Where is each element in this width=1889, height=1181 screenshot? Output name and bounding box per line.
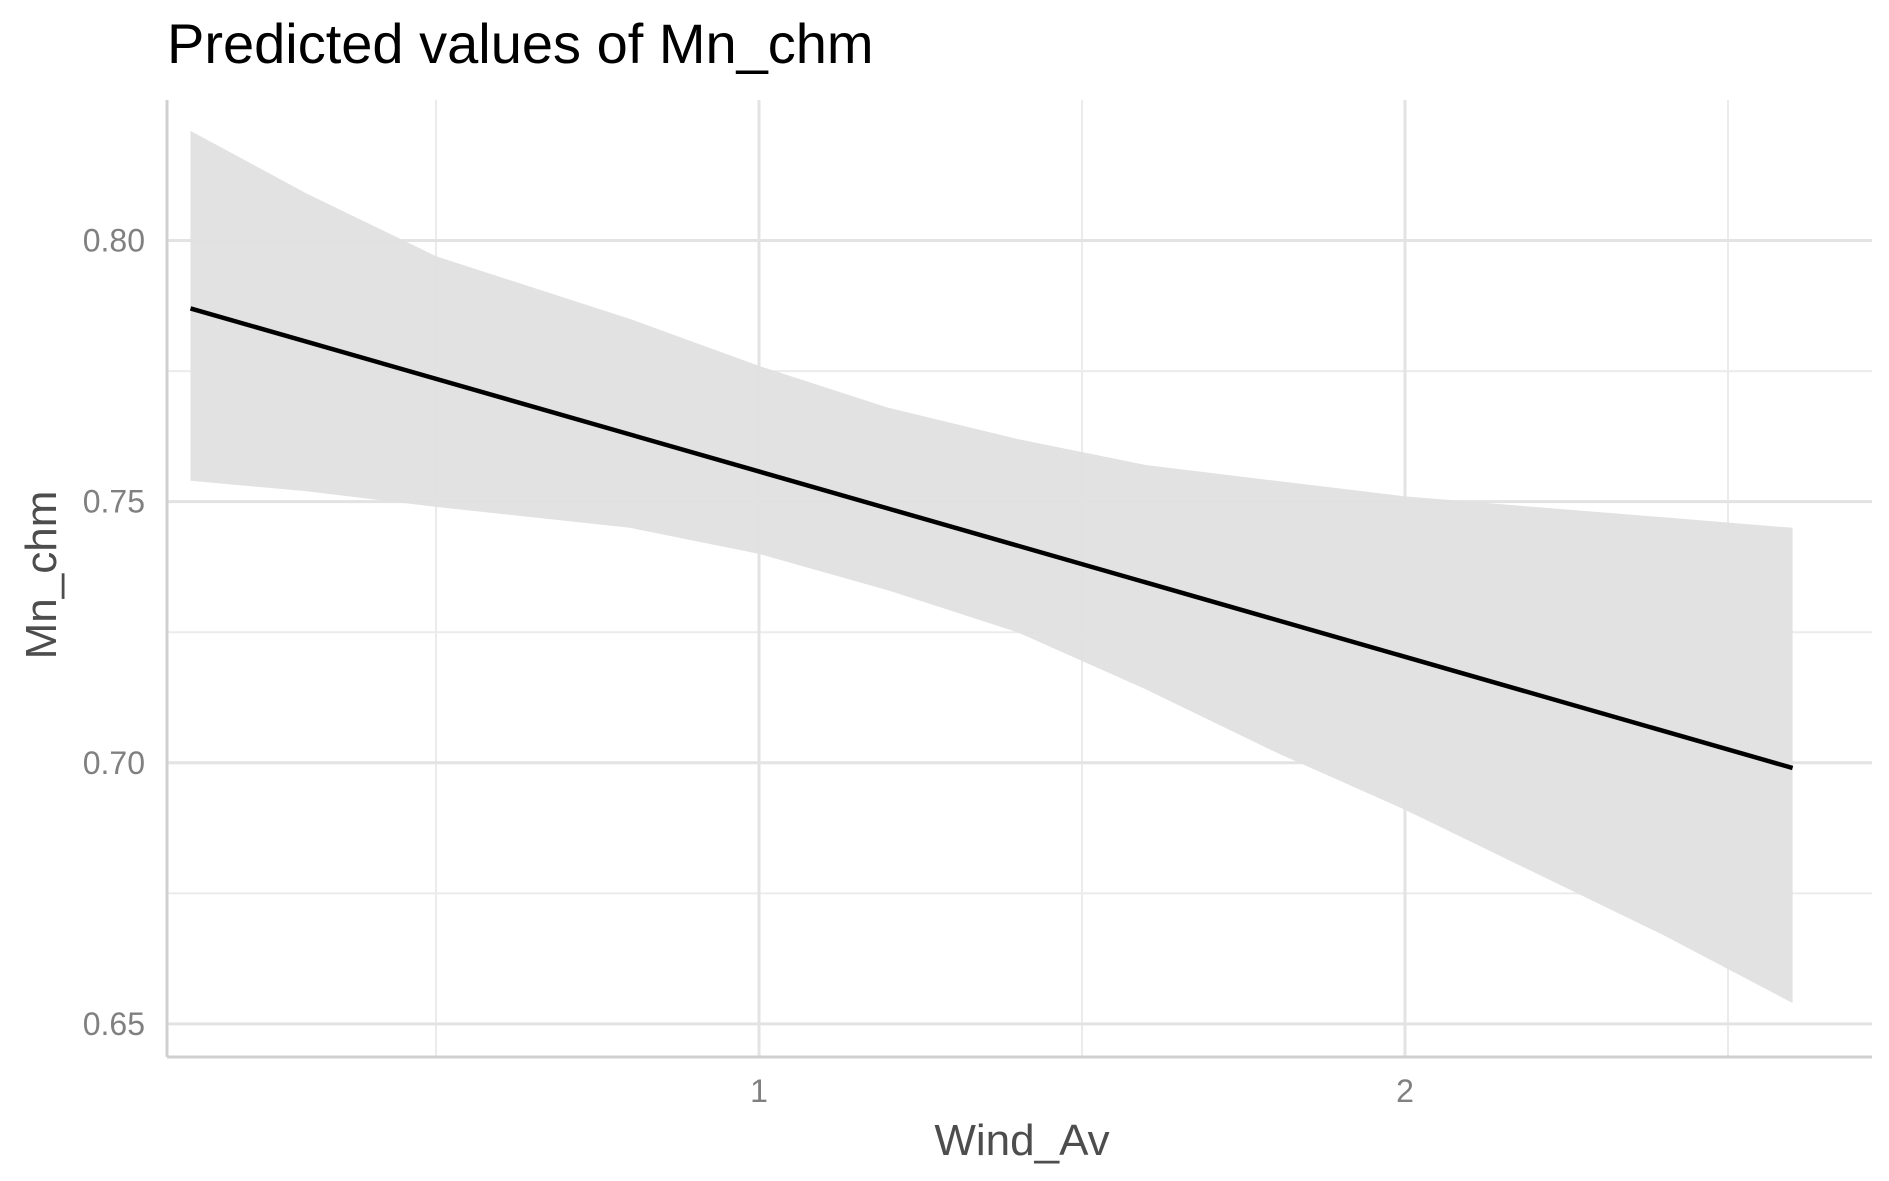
y-tick-label: 0.70 xyxy=(83,745,145,781)
series-line xyxy=(189,306,1794,771)
x-tick-label: 1 xyxy=(750,1073,768,1109)
axes xyxy=(165,100,1872,1059)
series-layer xyxy=(189,306,1794,771)
x-tick-label: 2 xyxy=(1396,1073,1414,1109)
y-tick-label: 0.65 xyxy=(83,1006,145,1042)
x-axis-title: Wind_Av xyxy=(934,1116,1109,1165)
y-axis-title: Mn_chm xyxy=(17,491,66,660)
confidence-band xyxy=(190,130,1793,1003)
chart-title: Predicted values of Mn_chm xyxy=(167,12,874,75)
tick-labels: 0.65 0.70 0.75 0.80 1 2 xyxy=(83,223,1414,1109)
y-tick-label: 0.75 xyxy=(83,484,145,520)
y-tick-label: 0.80 xyxy=(83,223,145,259)
confidence-band-layer xyxy=(190,130,1793,1003)
